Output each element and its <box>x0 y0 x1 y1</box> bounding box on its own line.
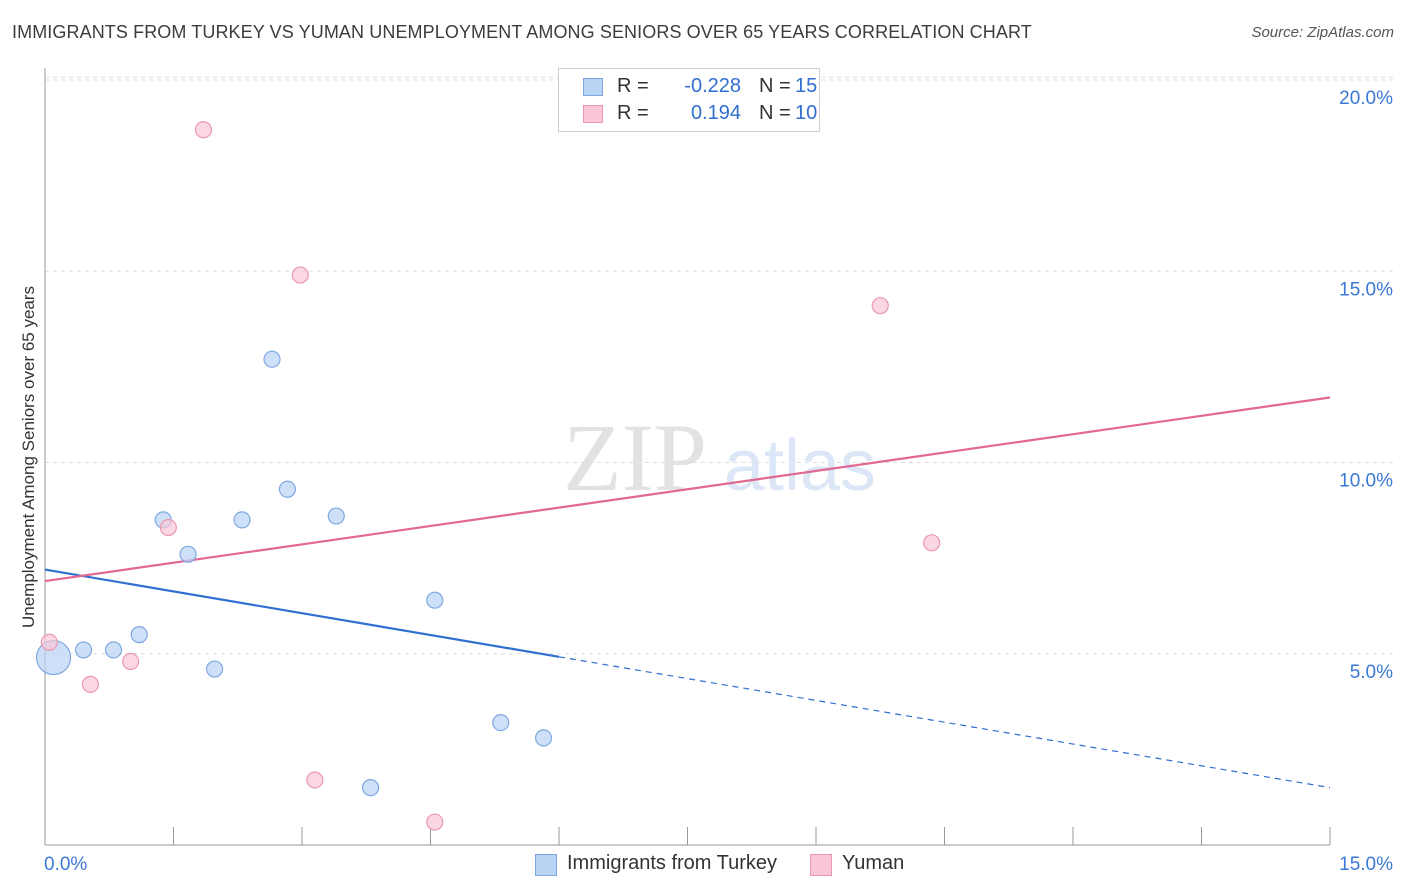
bottom-legend-swatch-yuman <box>810 854 832 876</box>
data-point-yuman <box>122 652 140 671</box>
trend-line-turkey <box>44 568 560 658</box>
data-point-yuman <box>923 534 941 552</box>
y-tick-label: 20.0% <box>1339 88 1393 109</box>
legend-n-label: N = <box>759 75 791 97</box>
legend-r-value: -0.228 <box>684 75 741 97</box>
data-point-yuman <box>871 297 889 315</box>
data-point-turkey <box>104 641 123 659</box>
bottom-legend-label-yuman: Yuman <box>842 852 905 874</box>
watermark-zip: ZIP <box>563 404 707 511</box>
gridlines <box>45 76 1395 655</box>
data-point-turkey <box>74 641 93 659</box>
chart-title: IMMIGRANTS FROM TURKEY VS YUMAN UNEMPLOY… <box>12 22 1032 42</box>
data-point-yuman <box>40 633 58 651</box>
data-point-yuman <box>426 813 444 831</box>
data-point-turkey <box>263 350 281 368</box>
source-label: Source: ZipAtlas.com <box>1251 24 1394 41</box>
y-tick-label: 15.0% <box>1339 279 1393 300</box>
data-point-turkey <box>233 511 251 529</box>
data-point-turkey <box>492 713 510 732</box>
legend-r-label: R = <box>617 75 649 97</box>
y-axis-label: Unemployment Among Seniors over 65 years <box>19 286 38 628</box>
legend-swatch-yuman <box>583 105 603 123</box>
data-point-turkey <box>206 660 224 678</box>
data-point-turkey <box>361 779 380 797</box>
correlation-legend: R = -0.228 N = 15 R = 0.194 N = 10 <box>558 68 820 132</box>
data-point-turkey <box>426 591 444 609</box>
y-tick-label: 10.0% <box>1339 471 1393 492</box>
x-tick-label-max: 15.0% <box>1339 854 1393 875</box>
x-tick-label-min: 0.0% <box>44 854 87 875</box>
legend-n-value: 10 <box>795 102 818 124</box>
y-tick-label: 5.0% <box>1350 662 1393 683</box>
legend-n-label: N = <box>759 102 791 124</box>
data-point-yuman <box>194 121 213 139</box>
bottom-legend-label-turkey: Immigrants from Turkey <box>567 852 778 874</box>
legend-swatch-turkey <box>583 78 603 96</box>
data-point-yuman <box>291 266 309 284</box>
data-point-yuman <box>159 518 177 537</box>
bottom-legend-swatch-turkey <box>535 854 557 876</box>
data-point-yuman <box>81 675 100 693</box>
trend-line-yuman <box>44 396 1331 583</box>
data-point-yuman <box>306 771 324 789</box>
data-point-turkey <box>179 545 197 563</box>
data-points <box>35 121 941 831</box>
data-point-turkey <box>130 626 148 644</box>
data-point-turkey <box>278 480 297 498</box>
legend-n-value: 15 <box>795 75 818 97</box>
tick-labels: 5.0% 10.0% 15.0% 20.0% 0.0% 15.0% <box>44 88 1393 875</box>
trend-lines <box>44 396 1331 789</box>
trend-line-extension-turkey <box>558 656 1331 789</box>
data-point-turkey <box>327 507 345 525</box>
data-point-turkey <box>534 729 553 747</box>
axes <box>44 68 1331 846</box>
legend-r-label: R = <box>617 102 649 124</box>
legend-r-value: 0.194 <box>690 102 741 124</box>
